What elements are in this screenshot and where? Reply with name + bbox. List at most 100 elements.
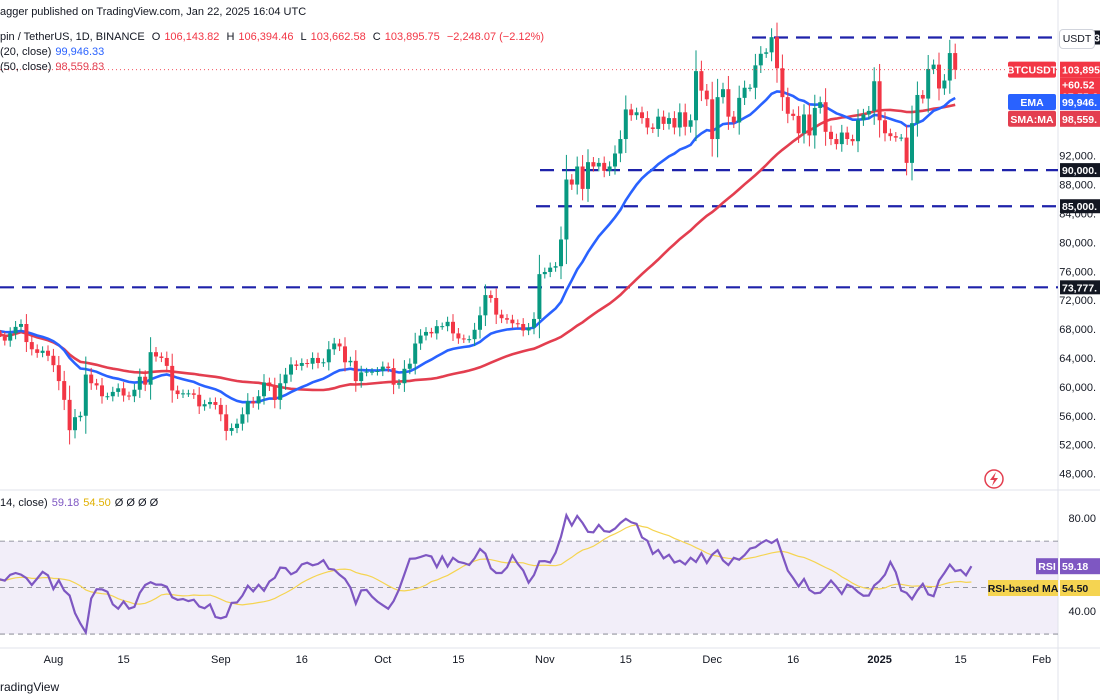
candle-body: [915, 94, 920, 124]
candle-body: [310, 357, 315, 364]
candle-body: [472, 329, 477, 340]
ema-legend: (20, close) 99,946.33: [0, 46, 108, 58]
candle: [683, 103, 688, 136]
high-label: H: [226, 31, 235, 43]
candle: [710, 81, 715, 157]
candle-body: [197, 394, 202, 407]
candle: [829, 125, 833, 146]
candle: [283, 367, 288, 390]
candle-body: [510, 319, 515, 324]
candle-body: [375, 370, 380, 372]
candle-body: [154, 352, 158, 357]
candle-body: [564, 179, 569, 240]
candle-body: [224, 414, 229, 431]
candle: [807, 103, 812, 147]
candle: [2, 332, 7, 346]
candle: [510, 314, 515, 329]
candle-body: [726, 89, 731, 117]
candle: [51, 348, 56, 373]
candle: [796, 106, 801, 143]
price-tick-label: 76,000.: [1059, 266, 1096, 278]
candle: [380, 361, 385, 377]
candle-body: [267, 382, 272, 387]
candle-body: [218, 404, 223, 415]
candle: [532, 312, 536, 335]
candle: [316, 352, 320, 369]
candle-body: [235, 423, 239, 429]
candle-body: [78, 415, 83, 418]
candle: [456, 328, 461, 344]
candle: [159, 352, 164, 363]
candle-body: [596, 162, 601, 167]
candle: [834, 133, 839, 150]
candle-body: [159, 356, 164, 358]
ema-legend-value: 99,946.33: [55, 46, 105, 58]
candle-body: [110, 391, 115, 397]
candle-body: [607, 166, 612, 171]
currency-button[interactable]: USDT: [1059, 29, 1095, 49]
candle: [294, 360, 299, 371]
candle-body: [845, 132, 850, 140]
candle-body: [699, 71, 704, 91]
candle: [559, 226, 563, 280]
candle-body: [888, 133, 893, 137]
candle: [872, 67, 877, 125]
candle-body: [175, 390, 180, 395]
candle-body: [618, 139, 623, 154]
candle-body: [613, 153, 617, 167]
btc-value-bg: [1060, 61, 1100, 78]
open-label: O: [151, 31, 161, 43]
candle: [769, 28, 774, 62]
candle-body: [213, 402, 218, 405]
candle-body: [834, 139, 839, 145]
price-tick-label: 80,000.: [1059, 237, 1096, 249]
candle-body: [202, 404, 207, 407]
candle-body: [127, 395, 131, 397]
rsi-legend-extra: Ø Ø Ø Ø: [114, 497, 159, 509]
candle-body: [251, 401, 256, 404]
candle: [67, 385, 72, 445]
candle-body: [877, 81, 882, 121]
candle: [143, 370, 148, 392]
sma-legend: (50, close) 98,559.83: [0, 61, 108, 73]
candle: [542, 267, 547, 279]
candle: [186, 389, 191, 397]
candle-body: [461, 338, 466, 340]
candle: [478, 306, 482, 339]
candle: [785, 87, 790, 124]
price-tick-label: 52,000.: [1059, 440, 1096, 452]
candle: [650, 123, 655, 134]
candle: [348, 356, 353, 367]
candle: [256, 390, 261, 410]
price-tick-label: 48,000.: [1059, 469, 1096, 481]
candle: [105, 392, 110, 400]
candle-body: [937, 64, 941, 89]
candle-body: [2, 337, 7, 341]
candle-body: [418, 335, 423, 344]
candle: [29, 335, 34, 356]
candle-body: [704, 90, 709, 100]
candle: [953, 43, 958, 80]
candle: [661, 110, 666, 131]
candle-body: [316, 357, 320, 364]
candle: [213, 397, 218, 410]
candle: [791, 109, 796, 121]
candle-body: [866, 110, 871, 115]
candle: [715, 78, 720, 158]
candle-body: [812, 107, 817, 136]
candle: [521, 318, 526, 337]
candle: [467, 335, 472, 343]
candle: [667, 112, 671, 130]
level-tag-bg: [1060, 280, 1100, 295]
candle: [505, 314, 509, 324]
candle: [40, 346, 45, 358]
rsi-ma-value-label: 54.50: [1062, 583, 1088, 595]
candle-body: [553, 266, 558, 268]
candle-body: [170, 365, 175, 391]
candle-body: [575, 166, 580, 185]
candle: [856, 109, 860, 153]
level-tag-label: 73,777.: [1062, 282, 1097, 294]
candle: [132, 383, 137, 403]
rsi-ma-tag-bg: [988, 580, 1058, 597]
